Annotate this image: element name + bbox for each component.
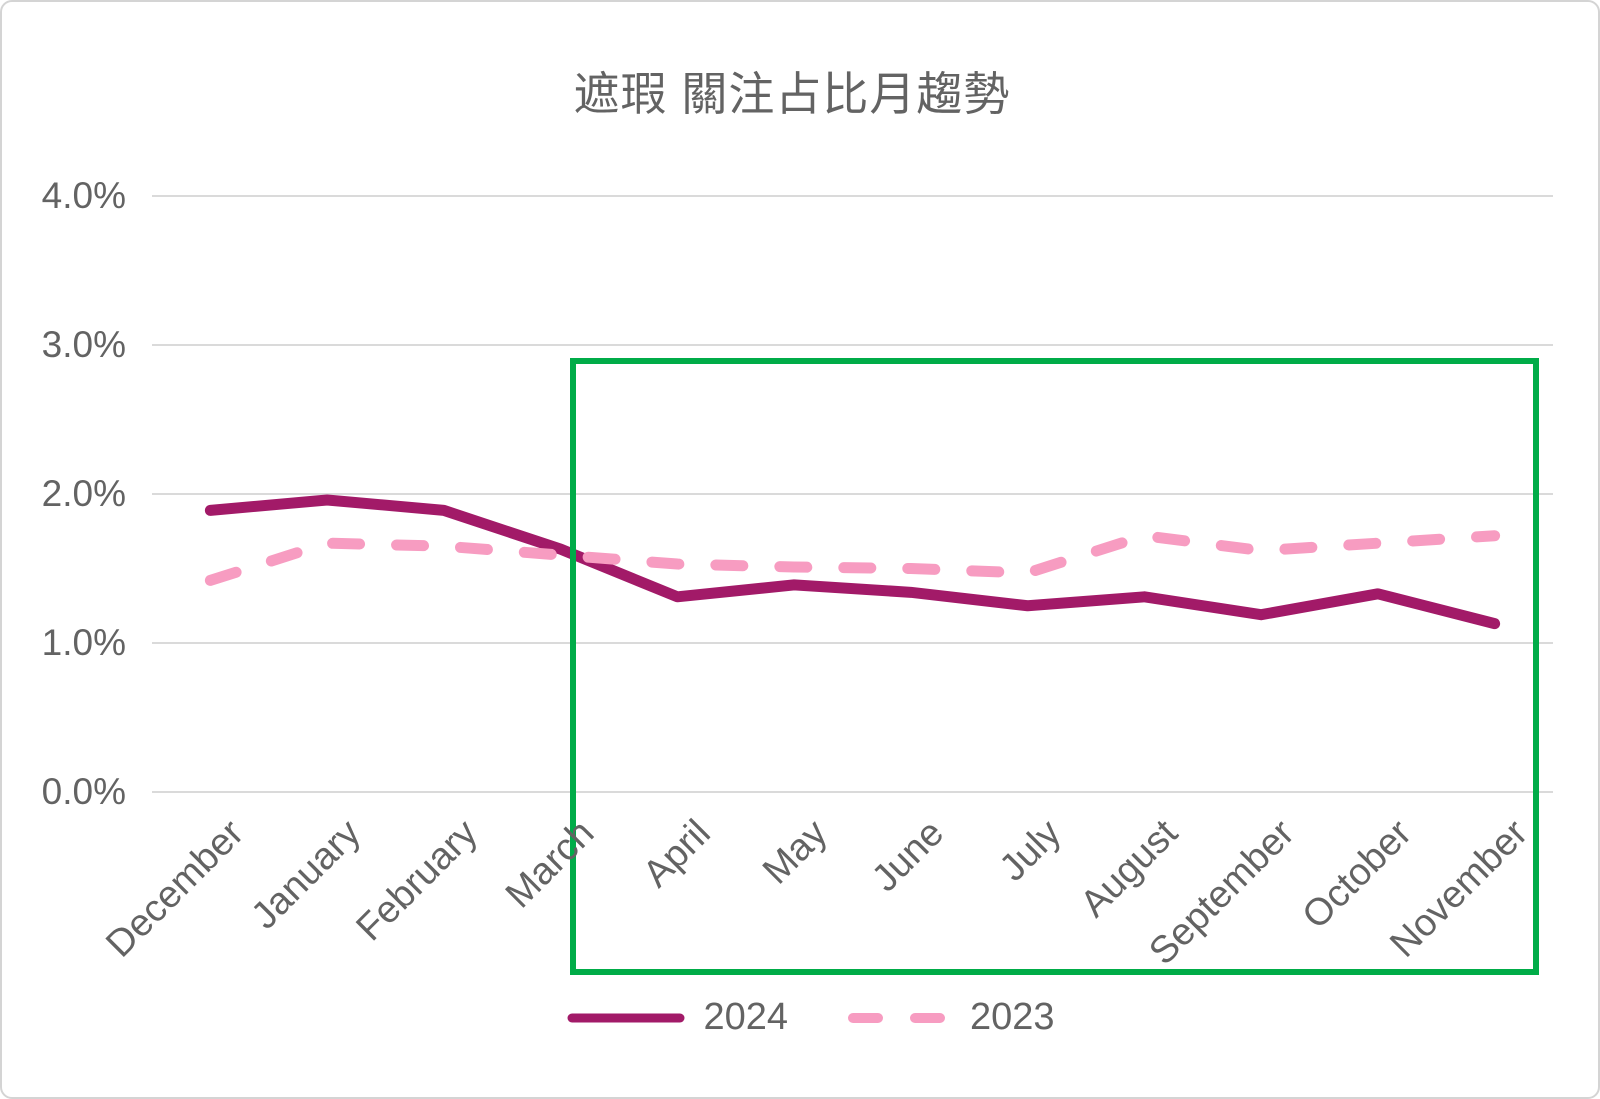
chart-title: 遮瑕 關注占比月趨勢 — [573, 68, 1011, 120]
legend: 2024 2023 — [2, 996, 1598, 1039]
y-axis-tick-label: 1.0% — [41, 622, 126, 663]
gridlines — [152, 195, 1553, 793]
series-2024-line — [204, 494, 1501, 630]
legend-2023-label: 2023 — [970, 996, 1055, 1038]
legend-2024-label: 2024 — [703, 996, 788, 1038]
y-axis-tick-label: 0.0% — [41, 771, 126, 812]
legend-2023-dash-swatch — [848, 1012, 952, 1023]
highlight-annotation — [570, 358, 1539, 975]
y-axis-tick-label: 3.0% — [41, 324, 126, 365]
y-axis-tick-label: 2.0% — [41, 473, 126, 514]
data-series — [204, 494, 1501, 630]
y-axis-tick-label: 4.0% — [41, 175, 126, 216]
series-2023-line — [204, 530, 1501, 586]
highlight-box — [570, 358, 1539, 975]
legend-2024-line-swatch — [567, 1013, 685, 1022]
